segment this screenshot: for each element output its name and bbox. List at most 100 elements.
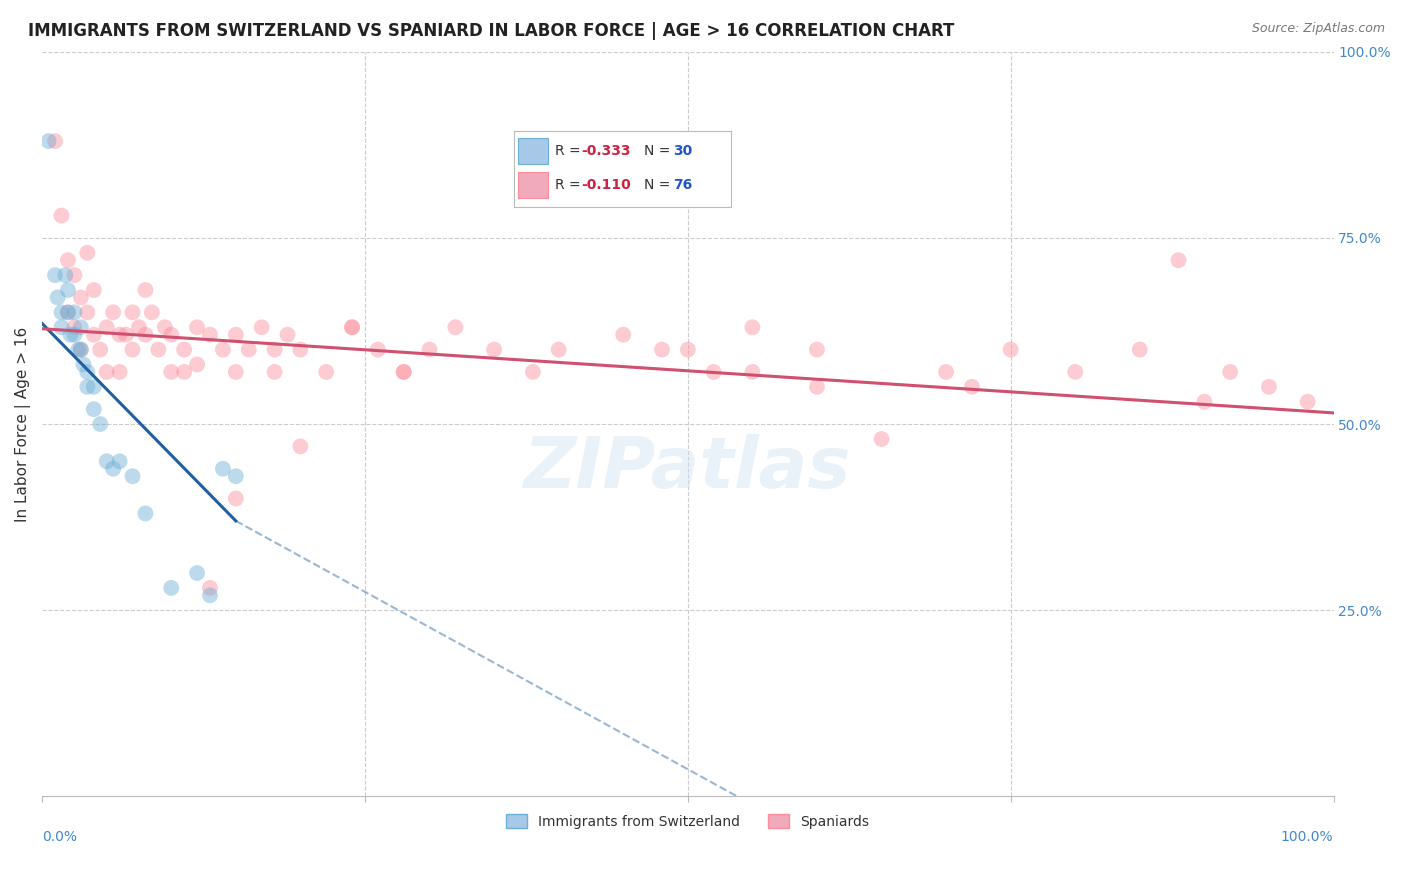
Point: [76, 245, 98, 260]
Point: [70, 343, 93, 357]
Point: [225, 469, 247, 483]
Point: [70, 343, 93, 357]
Bar: [517, 172, 548, 197]
Text: R =: R =: [555, 144, 585, 158]
Text: R =: R =: [555, 178, 585, 192]
Point: [63, 305, 86, 319]
Point: [340, 320, 363, 334]
Point: [1258, 380, 1281, 394]
Point: [1064, 365, 1087, 379]
Point: [76, 365, 98, 379]
Point: [1219, 365, 1241, 379]
Text: Source: ZipAtlas.com: Source: ZipAtlas.com: [1251, 22, 1385, 36]
Point: [392, 365, 415, 379]
Legend: Immigrants from Switzerland, Spaniards: Immigrants from Switzerland, Spaniards: [501, 808, 875, 834]
Text: IMMIGRANTS FROM SWITZERLAND VS SPANIARD IN LABOR FORCE | AGE > 16 CORRELATION CH: IMMIGRANTS FROM SWITZERLAND VS SPANIARD …: [28, 22, 955, 40]
Point: [76, 305, 98, 319]
Point: [134, 283, 156, 297]
Point: [70, 290, 93, 304]
Point: [134, 507, 156, 521]
Point: [212, 462, 235, 476]
Point: [51, 305, 73, 319]
Point: [59, 327, 82, 342]
Point: [290, 439, 312, 453]
Point: [56, 283, 79, 297]
Point: [160, 365, 183, 379]
Point: [173, 343, 195, 357]
Point: [121, 343, 143, 357]
Point: [83, 402, 105, 417]
Point: [56, 253, 79, 268]
Text: N =: N =: [644, 144, 675, 158]
Point: [1000, 343, 1022, 357]
Point: [444, 320, 467, 334]
Point: [263, 365, 285, 379]
Point: [134, 327, 156, 342]
Point: [70, 320, 93, 334]
Point: [96, 320, 118, 334]
Point: [186, 320, 208, 334]
Text: 76: 76: [672, 178, 692, 192]
Point: [935, 365, 957, 379]
Point: [38, 134, 60, 148]
Point: [46, 290, 69, 304]
Point: [186, 566, 208, 580]
Text: ZIPatlas: ZIPatlas: [524, 434, 852, 503]
Point: [250, 320, 273, 334]
Point: [108, 327, 131, 342]
Point: [96, 365, 118, 379]
Point: [160, 327, 183, 342]
Point: [44, 134, 66, 148]
Point: [121, 469, 143, 483]
Point: [96, 454, 118, 468]
Point: [128, 320, 150, 334]
Bar: [517, 138, 548, 163]
Point: [212, 343, 235, 357]
Point: [101, 462, 124, 476]
Point: [225, 327, 247, 342]
Point: [806, 343, 828, 357]
Point: [1129, 343, 1152, 357]
Point: [101, 305, 124, 319]
Point: [56, 305, 79, 319]
Point: [153, 320, 176, 334]
Point: [522, 365, 544, 379]
Point: [290, 343, 312, 357]
Point: [186, 358, 208, 372]
Point: [482, 343, 505, 357]
Point: [225, 365, 247, 379]
Point: [367, 343, 389, 357]
Point: [225, 491, 247, 506]
Point: [115, 327, 138, 342]
Point: [67, 343, 90, 357]
Point: [960, 380, 983, 394]
Point: [612, 327, 634, 342]
Text: 100.0%: 100.0%: [1281, 830, 1333, 844]
Point: [238, 343, 260, 357]
Point: [1194, 394, 1216, 409]
Point: [676, 343, 699, 357]
Point: [83, 380, 105, 394]
Point: [51, 209, 73, 223]
Point: [547, 343, 569, 357]
Point: [173, 365, 195, 379]
Point: [651, 343, 673, 357]
Point: [44, 268, 66, 282]
Point: [141, 305, 163, 319]
Point: [806, 380, 828, 394]
Point: [148, 343, 170, 357]
Point: [263, 343, 285, 357]
Point: [63, 327, 86, 342]
Point: [63, 320, 86, 334]
Point: [1167, 253, 1189, 268]
Point: [418, 343, 440, 357]
Point: [72, 358, 94, 372]
Point: [53, 268, 76, 282]
Text: -0.333: -0.333: [581, 144, 631, 158]
Text: N =: N =: [644, 178, 675, 192]
Point: [76, 380, 98, 394]
Point: [63, 268, 86, 282]
Point: [108, 454, 131, 468]
Point: [870, 432, 893, 446]
Point: [56, 305, 79, 319]
